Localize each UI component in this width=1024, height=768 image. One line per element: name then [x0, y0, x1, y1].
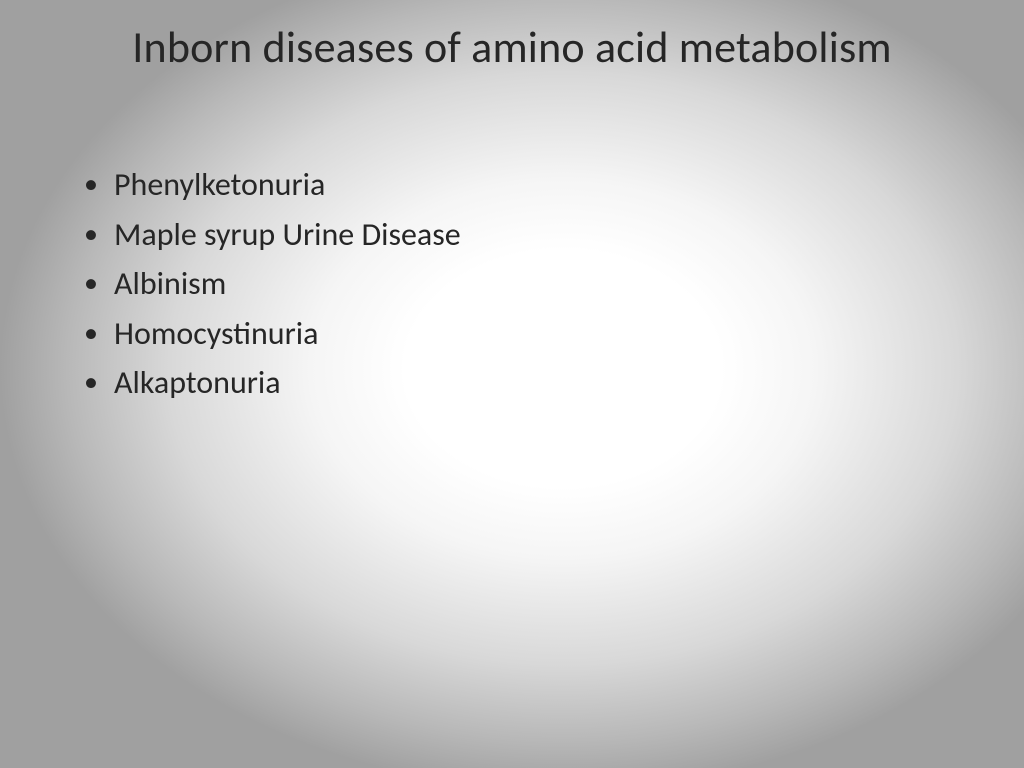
slide: Inborn diseases of amino acid metabolism…	[0, 0, 1024, 768]
list-item: Homocystinuria	[72, 309, 952, 359]
list-item: Alkaptonuria	[72, 358, 952, 408]
bullet-list: Phenylketonuria Maple syrup Urine Diseas…	[72, 160, 952, 408]
list-item: Albinism	[72, 259, 952, 309]
list-item: Phenylketonuria	[72, 160, 952, 210]
list-item: Maple syrup Urine Disease	[72, 210, 952, 260]
slide-title: Inborn diseases of amino acid metabolism	[0, 22, 1024, 73]
slide-body: Phenylketonuria Maple syrup Urine Diseas…	[72, 160, 952, 408]
